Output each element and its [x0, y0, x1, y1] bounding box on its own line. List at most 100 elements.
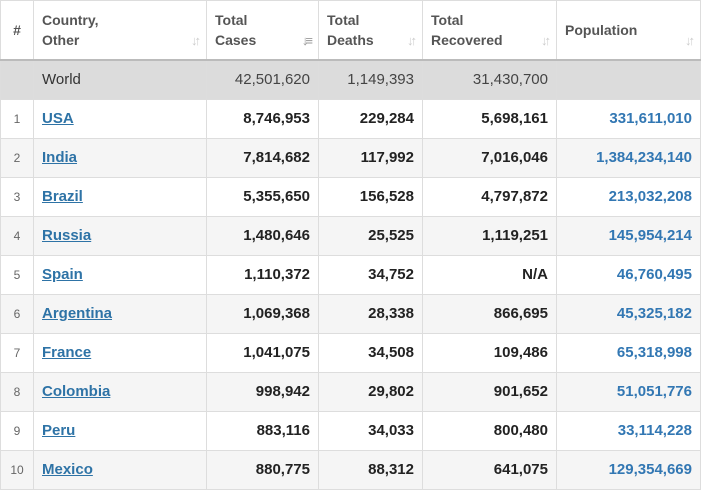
sort-icon[interactable]: ↓↑	[541, 33, 551, 48]
total-recovered-cell: 109,486	[422, 332, 557, 373]
total-deaths-cell: 29,802	[318, 371, 423, 412]
header-total-cases-line1: Total	[215, 12, 248, 28]
country-link[interactable]: Brazil	[42, 188, 83, 205]
total-deaths-cell: 25,525	[318, 215, 423, 256]
world-total-recovered-cell: 31,430,700	[422, 59, 557, 100]
country-link[interactable]: France	[42, 344, 92, 361]
header-total-deaths-line1: Total	[327, 12, 360, 28]
table-row: 8 Colombia 998,942 29,802 901,652 51,051,776	[0, 371, 701, 412]
row-index-cell: 4	[0, 215, 34, 256]
country-link[interactable]: Spain	[42, 266, 83, 283]
total-deaths-cell: 28,338	[318, 293, 423, 334]
header-total-cases[interactable]: Total Cases ↓≡	[206, 0, 319, 61]
country-cell: Mexico	[33, 449, 207, 490]
country-cell: Peru	[33, 410, 207, 451]
world-name-cell: World	[33, 59, 207, 100]
population-cell: 51,051,776	[556, 371, 701, 412]
total-cases-cell: 1,041,075	[206, 332, 319, 373]
header-row: # Country, Other ↓↑ Total Cases ↓≡ Total…	[0, 0, 701, 61]
header-total-cases-line2: Cases	[215, 32, 257, 48]
table-row: 3 Brazil 5,355,650 156,528 4,797,872 213,032,…	[0, 176, 701, 217]
population-cell: 65,318,998	[556, 332, 701, 373]
world-population-cell	[556, 59, 701, 100]
header-total-deaths[interactable]: Total Deaths ↓↑	[318, 0, 423, 61]
total-recovered-cell: N/A	[422, 254, 557, 295]
header-total-deaths-line2: Deaths	[327, 32, 374, 48]
total-cases-cell: 1,069,368	[206, 293, 319, 334]
table-row: 5 Spain 1,110,372 34,752 N/A 46,760,495	[0, 254, 701, 295]
population-cell: 33,114,228	[556, 410, 701, 451]
population-cell: 129,354,669	[556, 449, 701, 490]
row-index-cell: 3	[0, 176, 34, 217]
country-cell: Spain	[33, 254, 207, 295]
total-cases-cell: 8,746,953	[206, 98, 319, 139]
row-index-cell: 1	[0, 98, 34, 139]
table-row: 4 Russia 1,480,646 25,525 1,119,251 145,954,2…	[0, 215, 701, 256]
population-cell: 45,325,182	[556, 293, 701, 334]
country-cell: Colombia	[33, 371, 207, 412]
sort-desc-active-icon[interactable]: ↓≡	[301, 33, 313, 48]
sort-icon[interactable]: ↓↑	[191, 33, 201, 48]
header-country-line1: Country,	[42, 12, 99, 28]
country-cell: Russia	[33, 215, 207, 256]
country-cell: Argentina	[33, 293, 207, 334]
total-recovered-cell: 866,695	[422, 293, 557, 334]
country-link[interactable]: Russia	[42, 227, 92, 244]
country-link[interactable]: Peru	[42, 422, 76, 439]
total-deaths-cell: 34,033	[318, 410, 423, 451]
country-cell: USA	[33, 98, 207, 139]
total-deaths-cell: 88,312	[318, 449, 423, 490]
total-recovered-cell: 800,480	[422, 410, 557, 451]
total-deaths-cell: 117,992	[318, 137, 423, 178]
total-recovered-cell: 5,698,161	[422, 98, 557, 139]
total-deaths-cell: 156,528	[318, 176, 423, 217]
world-total-deaths-cell: 1,149,393	[318, 59, 423, 100]
table-row: 6 Argentina 1,069,368 28,338 866,695 45,325,1…	[0, 293, 701, 334]
sort-icon[interactable]: ↓↑	[407, 33, 417, 48]
country-link[interactable]: India	[42, 149, 78, 166]
country-link[interactable]: Colombia	[42, 383, 111, 400]
total-recovered-cell: 4,797,872	[422, 176, 557, 217]
table-row: 9 Peru 883,116 34,033 800,480 33,114,228	[0, 410, 701, 451]
total-cases-cell: 998,942	[206, 371, 319, 412]
header-index-label: #	[13, 22, 21, 38]
total-cases-cell: 883,116	[206, 410, 319, 451]
world-index-cell	[0, 59, 34, 100]
total-deaths-cell: 34,508	[318, 332, 423, 373]
total-recovered-cell: 901,652	[422, 371, 557, 412]
world-row: World 42,501,620 1,149,393 31,430,700	[0, 59, 701, 100]
total-cases-cell: 7,814,682	[206, 137, 319, 178]
table-row: 2 India 7,814,682 117,992 7,016,046 1,384,234…	[0, 137, 701, 178]
sort-icon[interactable]: ↓↑	[685, 33, 695, 48]
country-link[interactable]: Argentina	[42, 305, 113, 322]
total-cases-cell: 880,775	[206, 449, 319, 490]
header-population-label: Population	[565, 22, 638, 38]
header-population[interactable]: Population ↓↑	[556, 0, 701, 61]
country-cell: India	[33, 137, 207, 178]
total-deaths-cell: 229,284	[318, 98, 423, 139]
table-row: 1 USA 8,746,953 229,284 5,698,161 331,611,010	[0, 98, 701, 139]
row-index-cell: 8	[0, 371, 34, 412]
header-total-recovered-line1: Total	[431, 12, 464, 28]
total-cases-cell: 1,480,646	[206, 215, 319, 256]
row-index-cell: 7	[0, 332, 34, 373]
total-cases-cell: 5,355,650	[206, 176, 319, 217]
population-cell: 46,760,495	[556, 254, 701, 295]
total-deaths-cell: 34,752	[318, 254, 423, 295]
population-cell: 331,611,010	[556, 98, 701, 139]
row-index-cell: 2	[0, 137, 34, 178]
row-index-cell: 5	[0, 254, 34, 295]
header-country-line2: Other	[42, 32, 80, 48]
country-link[interactable]: Mexico	[42, 461, 93, 478]
population-cell: 145,954,214	[556, 215, 701, 256]
header-total-recovered[interactable]: Total Recovered ↓↑	[422, 0, 557, 61]
country-link[interactable]: USA	[42, 110, 74, 127]
header-country[interactable]: Country, Other ↓↑	[33, 0, 207, 61]
total-cases-cell: 1,110,372	[206, 254, 319, 295]
table-row: 10 Mexico 880,775 88,312 641,075 129,354,669	[0, 449, 701, 490]
world-total-cases-cell: 42,501,620	[206, 59, 319, 100]
country-cell: Brazil	[33, 176, 207, 217]
population-cell: 213,032,208	[556, 176, 701, 217]
table-row: 7 France 1,041,075 34,508 109,486 65,318,998	[0, 332, 701, 373]
